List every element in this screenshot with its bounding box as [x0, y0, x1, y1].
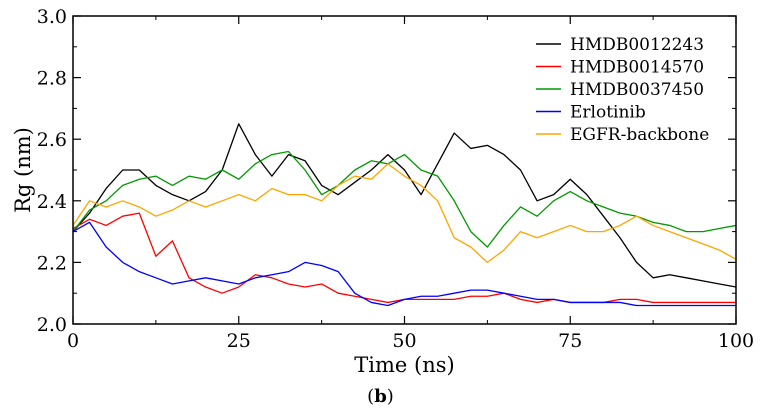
series-line-egfr-backbone [72, 163, 737, 264]
panel-label: (b) [0, 386, 761, 407]
x-tick-label: 50 [392, 330, 416, 352]
legend-label: Erlotinib [570, 103, 646, 123]
series-lines [72, 123, 737, 307]
y-tick-label: 3.0 [37, 6, 67, 28]
y-tick-label: 2.6 [37, 129, 67, 151]
y-axis-title: Rg (nm) [11, 127, 35, 213]
series-line-hmdb0012243 [72, 123, 737, 288]
y-tick-label: 2.2 [37, 252, 67, 274]
series-line-hmdb0037450 [72, 150, 737, 248]
axis-ticks: 0 25 50 75 100 2.0 2.2 2.4 2.6 2.8 3.0 [37, 6, 754, 352]
panel-label-letter: b [374, 386, 387, 407]
legend-label: HMDB0012243 [570, 35, 704, 55]
x-tick-label: 25 [227, 330, 251, 352]
legend-label: HMDB0014570 [570, 58, 704, 78]
x-tick-label: 75 [558, 330, 582, 352]
y-tick-label: 2.0 [37, 314, 67, 336]
legend-label: EGFR-backbone [570, 125, 709, 145]
series-line-hmdb0014570 [72, 212, 736, 304]
panel-label-close: ) [386, 386, 394, 407]
panel-label-open: ( [367, 386, 375, 407]
series-line-erlotinib [72, 221, 736, 307]
x-axis-title: Time (ns) [354, 353, 454, 377]
legend-label: HMDB0037450 [570, 80, 704, 100]
x-tick-label: 0 [67, 330, 79, 352]
x-tick-label: 100 [718, 330, 754, 352]
y-tick-label: 2.8 [37, 68, 67, 90]
y-tick-label: 2.4 [37, 191, 67, 213]
